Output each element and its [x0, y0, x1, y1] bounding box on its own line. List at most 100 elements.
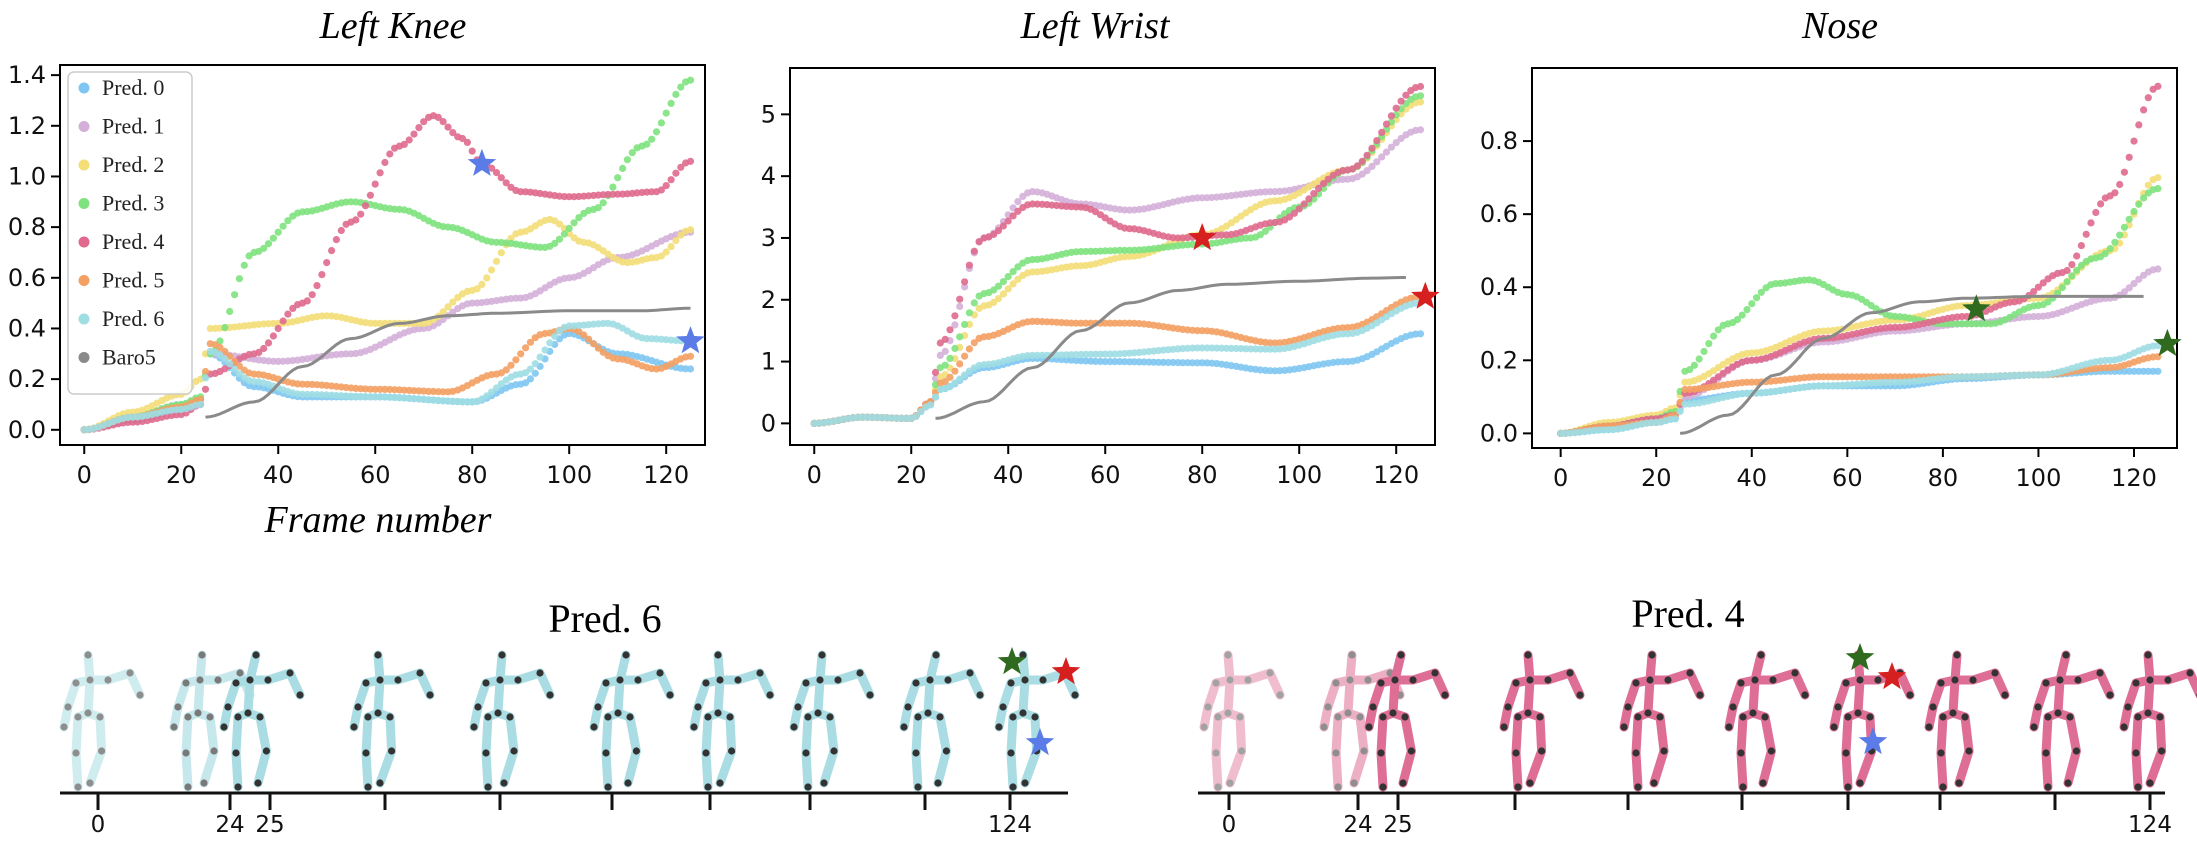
skeleton-joint [388, 747, 396, 755]
skeleton-joint [210, 747, 218, 755]
skeleton-joint [1939, 783, 1947, 791]
skeleton-figure [1619, 650, 1705, 792]
skeleton-joint [72, 749, 80, 757]
skeleton-bone [535, 668, 555, 700]
data-point [931, 393, 940, 401]
skeleton-bone [2053, 675, 2065, 718]
skeleton-figure [349, 650, 435, 792]
skeleton-joint [1624, 703, 1632, 711]
x-tick-label: 100 [546, 461, 592, 489]
data-point [677, 163, 685, 171]
data-point [1373, 137, 1381, 145]
skeleton-joint [1955, 779, 1963, 787]
skeleton-joint [246, 676, 254, 684]
skeleton-joint [2001, 691, 2009, 699]
legend-label: Pred. 2 [102, 152, 164, 177]
skeleton-figure [899, 650, 985, 792]
skeleton-joint [174, 703, 182, 711]
skeleton-joint [936, 713, 944, 721]
series-pred-2 [810, 98, 1425, 427]
data-point [279, 222, 287, 230]
skeleton-joint [714, 709, 722, 717]
data-point [274, 228, 282, 236]
skeleton-bone [1895, 668, 1915, 700]
skeleton-bone [1790, 668, 1810, 700]
data-point [2130, 207, 2138, 216]
skeleton-bone [601, 748, 613, 792]
skeleton-joint [1844, 713, 1852, 721]
skeleton-bone [1523, 675, 1535, 718]
skeleton-joint [1737, 679, 1745, 687]
skeleton-figure [689, 650, 775, 792]
skeleton-joint [1937, 679, 1945, 687]
data-point [999, 222, 1008, 230]
legend-marker [78, 352, 90, 363]
skeleton-joint [510, 747, 518, 755]
skeleton-joint [1830, 723, 1838, 731]
skeleton-bone [1355, 712, 1369, 756]
data-point [2073, 252, 2081, 260]
skeleton-bone [819, 746, 839, 788]
skeleton-joint [1397, 651, 1405, 659]
y-tick-label: 1.0 [8, 162, 46, 190]
skeleton-joint [756, 669, 764, 677]
skeleton-bone [725, 712, 737, 756]
data-point [990, 230, 998, 238]
skeleton-bone [965, 668, 985, 700]
skeleton-joint [1725, 723, 1733, 731]
skeleton-joint [2062, 651, 2070, 659]
skeleton-joint [1071, 691, 1079, 699]
data-point [551, 239, 559, 247]
skeleton-joint [1844, 783, 1852, 791]
data-point [2135, 121, 2143, 129]
skeleton-joint [1204, 703, 1212, 711]
chart-left-wrist: Left Wrist 0 20 40 60 80 100 120 0 1 2 3 4 5 [761, 5, 1440, 489]
y-tick-label: 0.6 [1480, 200, 1518, 228]
skeleton-bone [755, 668, 775, 700]
data-point [221, 355, 229, 363]
skeleton-joint [482, 749, 490, 757]
skeleton-joint [1212, 749, 1220, 757]
skeleton-joint [2074, 676, 2082, 684]
skeleton-bone [1211, 675, 1235, 688]
skeleton-joint [1431, 669, 1439, 677]
data-point [415, 124, 423, 132]
skeleton-joint [86, 676, 94, 684]
skeleton-bone [85, 746, 107, 788]
skeleton-figure [2119, 650, 2197, 792]
skeleton-joint [1360, 747, 1368, 755]
skeleton-joint [1953, 651, 1961, 659]
skeleton-bone [1631, 712, 1643, 758]
skeleton-joint [1538, 747, 1546, 755]
data-point [1690, 361, 1698, 369]
data-point [255, 348, 263, 356]
data-point [956, 333, 964, 341]
data-point [235, 275, 243, 283]
data-point [526, 375, 535, 383]
data-point [1378, 153, 1386, 161]
skeleton-joint [496, 676, 504, 684]
skeleton-bone [623, 746, 641, 788]
x-tick-label: 120 [643, 461, 689, 489]
data-point [946, 373, 954, 381]
data-point [2125, 215, 2133, 223]
data-point [946, 354, 954, 362]
skeleton-joint [364, 783, 372, 791]
legend-label: Pred. 4 [102, 229, 164, 254]
skeleton-bone [361, 712, 373, 758]
data-point [589, 340, 598, 348]
timeline-label: 124 [988, 812, 1032, 838]
data-point [1416, 126, 1425, 134]
data-point [2097, 200, 2105, 208]
data-point [492, 257, 501, 265]
skeleton-joint [234, 713, 242, 721]
skeleton-joint [2146, 676, 2154, 684]
y-tick-label: 0.8 [1480, 127, 1518, 155]
timeline-label: 25 [255, 812, 284, 838]
timeline-label: 24 [215, 812, 244, 838]
data-point [951, 312, 959, 320]
skeleton-joint [170, 723, 178, 731]
data-point [458, 134, 467, 143]
skeleton-joint [814, 709, 822, 717]
skeleton-joint [498, 651, 506, 659]
